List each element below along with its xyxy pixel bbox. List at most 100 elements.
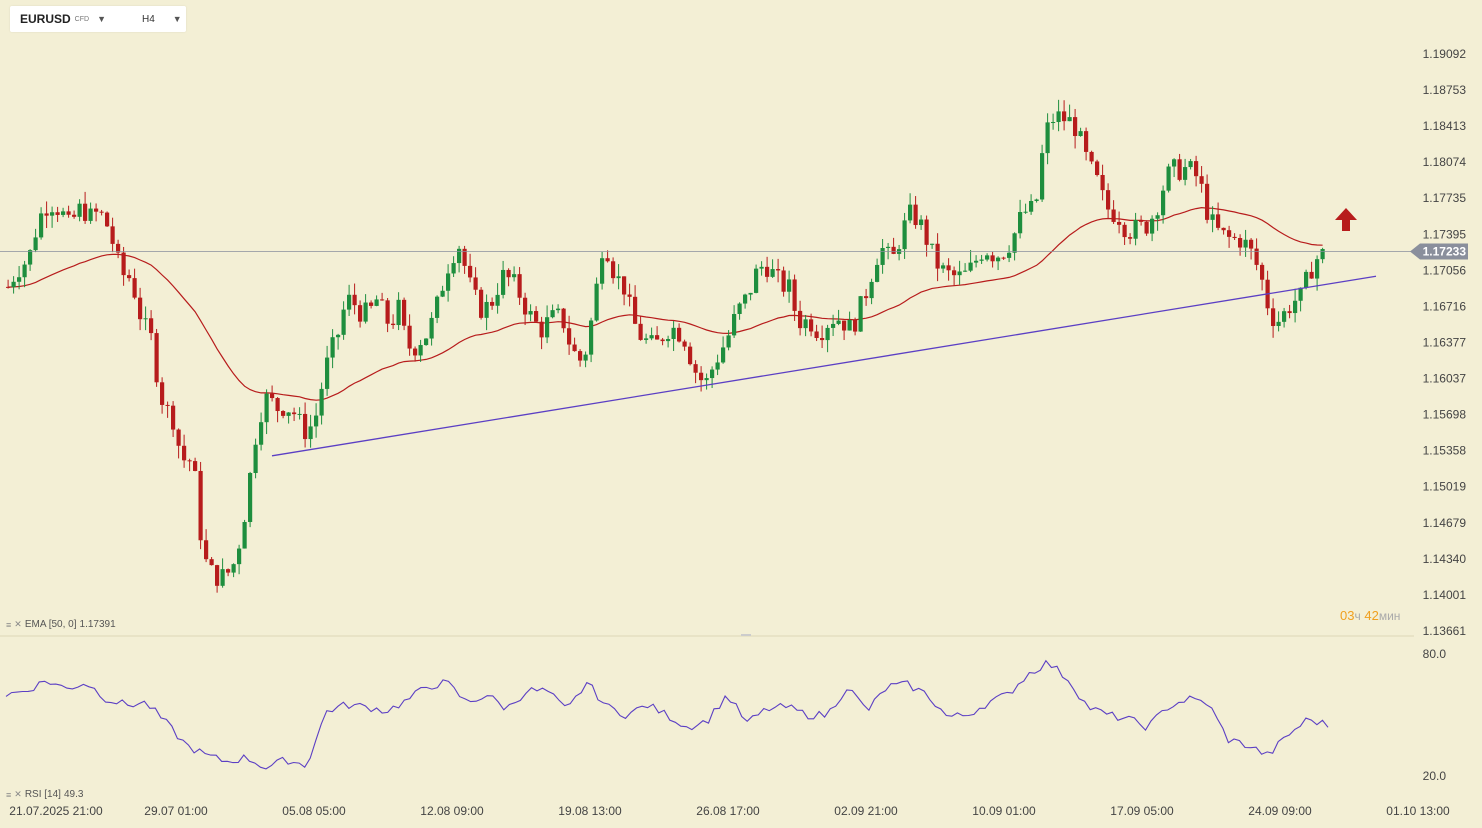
candle-body (1199, 176, 1204, 184)
candle-body (429, 317, 434, 339)
candle-body (803, 319, 808, 329)
candle-body (699, 372, 704, 381)
candle-body (501, 269, 506, 295)
candle-body (567, 328, 572, 345)
candle-body (435, 296, 440, 318)
symbol-selector[interactable]: EURUSD CFD ▼ H4 ▼ (10, 6, 186, 32)
x-tick-label: 05.08 05:00 (282, 804, 346, 818)
close-icon[interactable]: ✕ (14, 619, 22, 629)
candle-body (693, 364, 698, 373)
candle-body (644, 338, 649, 340)
candle-body (611, 261, 616, 279)
candle-body (380, 299, 385, 301)
candle-body (534, 311, 539, 322)
candle-body (1084, 131, 1089, 152)
grid-layer (0, 634, 1414, 637)
candle-body (473, 277, 478, 290)
candle-body (1194, 161, 1199, 177)
candle-body (666, 338, 671, 342)
candle-body (484, 301, 489, 318)
candle-body (319, 388, 324, 416)
candle-body (1293, 300, 1298, 314)
ema-legend[interactable]: ≡ ✕ EMA [50, 0] 1.17391 (6, 619, 116, 630)
candle-body (825, 327, 830, 341)
chevron-down-icon[interactable]: ▼ (172, 14, 182, 24)
candle-body (864, 296, 869, 299)
y-tick-label: 1.16377 (1423, 335, 1467, 349)
close-icon[interactable]: ✕ (14, 789, 22, 799)
y-tick-label: 1.14679 (1423, 516, 1467, 530)
candle-body (583, 354, 588, 361)
candle-body (919, 219, 924, 226)
candle-body (1166, 166, 1171, 191)
rsi-level-label: 80.0 (1423, 647, 1447, 661)
candle-body (1221, 227, 1226, 231)
candle-body (391, 323, 396, 326)
candle-body (77, 203, 82, 217)
chevron-down-icon[interactable]: ▼ (97, 14, 106, 24)
candle-body (341, 309, 346, 335)
ema-value: 1.17391 (79, 619, 116, 630)
candle-body (1249, 239, 1254, 249)
ema-label: EMA [50, 0] (24, 619, 77, 630)
candle-body (1243, 239, 1248, 248)
candle-body (165, 404, 170, 406)
candle-body (996, 257, 1001, 262)
y-tick-label: 1.17056 (1423, 263, 1467, 277)
candle-body (688, 346, 693, 365)
candle-body (347, 294, 352, 310)
candle-body (286, 412, 291, 416)
candle-body (297, 413, 302, 415)
candle-body (1183, 167, 1188, 180)
x-tick-label: 12.08 09:00 (420, 804, 484, 818)
countdown-minutes-unit: мин (1378, 609, 1401, 623)
candle-body (1106, 190, 1111, 210)
candle-body (374, 299, 379, 306)
symbol-name[interactable]: EURUSD (20, 12, 71, 26)
candle-body (1232, 236, 1237, 239)
timeframe-selector[interactable]: H4 (141, 13, 155, 25)
candle-body (831, 323, 836, 328)
candle-body (11, 281, 16, 288)
candle-body (248, 473, 253, 522)
candle-body (891, 246, 896, 254)
candle-body (220, 569, 225, 586)
candle-body (490, 301, 495, 306)
candle-body (517, 274, 522, 298)
settings-icon[interactable]: ≡ (6, 789, 12, 800)
candle-body (39, 213, 44, 238)
candle-body (396, 299, 401, 326)
candle-body (215, 565, 220, 586)
candle-body (1089, 151, 1094, 162)
candle-body (1139, 219, 1144, 222)
x-tick-label: 24.09 09:00 (1248, 804, 1312, 818)
candle-body (88, 208, 93, 221)
candle-body (523, 297, 528, 315)
y-tick-label: 1.15358 (1423, 444, 1467, 458)
rsi-level-label: 20.0 (1423, 769, 1447, 783)
settings-icon[interactable]: ≡ (6, 619, 12, 630)
candle-body (1298, 287, 1303, 301)
candle-body (721, 347, 726, 363)
y-tick-label: 1.18074 (1423, 155, 1467, 169)
rsi-legend[interactable]: ≡ ✕ RSI [14] 49.3 (6, 789, 83, 800)
candle-body (930, 243, 935, 245)
candle-body (61, 211, 66, 215)
candle-body (556, 308, 561, 311)
candle-body (798, 310, 803, 329)
y-tick-label: 1.15019 (1423, 480, 1467, 494)
candle-body (886, 246, 891, 249)
y-tick-label: 1.16037 (1423, 372, 1467, 386)
candle-body (33, 237, 38, 251)
candle-body (638, 323, 643, 340)
y-tick-label: 1.18413 (1423, 119, 1467, 133)
candle-body (1287, 311, 1292, 314)
x-tick-label: 01.10 13:00 (1386, 804, 1450, 818)
candle-body (770, 269, 775, 277)
candle-body (259, 422, 264, 445)
x-tick-label: 02.09 21:00 (834, 804, 898, 818)
candle-body (776, 269, 781, 271)
ema-layer (8, 206, 1323, 401)
candle-body (226, 569, 231, 573)
